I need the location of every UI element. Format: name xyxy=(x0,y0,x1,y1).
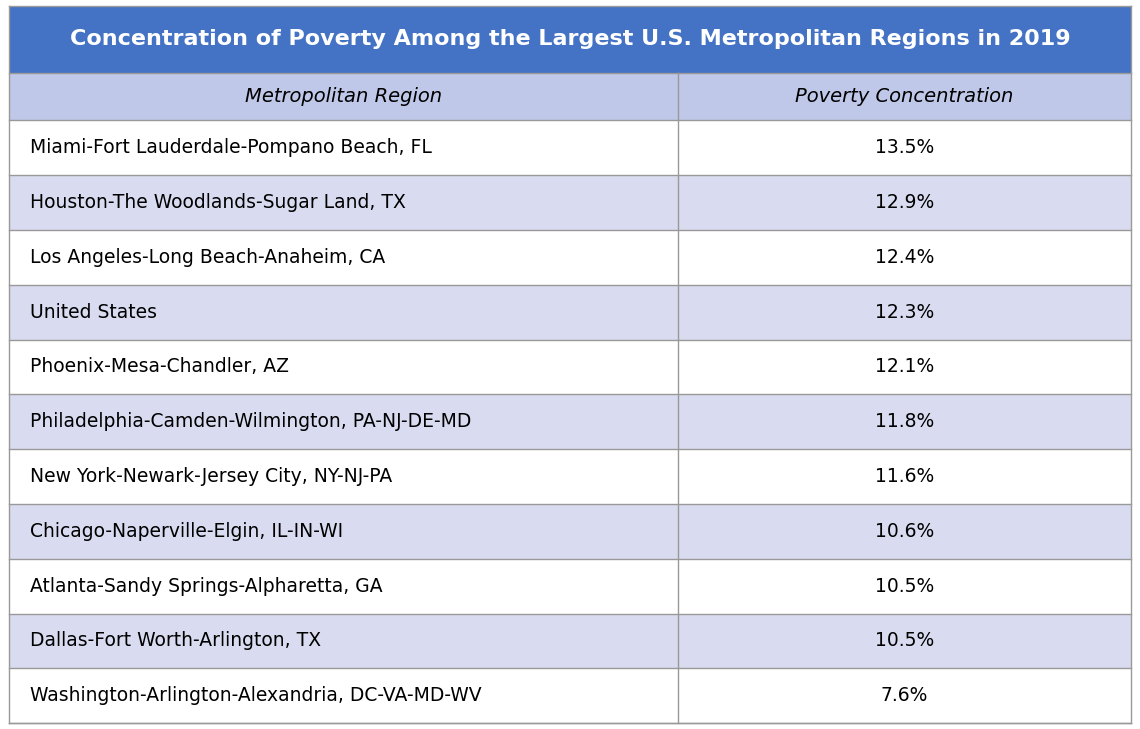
Bar xyxy=(9,668,1131,723)
Text: New York-Newark-Jersey City, NY-NJ-PA: New York-Newark-Jersey City, NY-NJ-PA xyxy=(30,467,392,486)
Bar xyxy=(9,558,1131,614)
Text: Miami-Fort Lauderdale-Pompano Beach, FL: Miami-Fort Lauderdale-Pompano Beach, FL xyxy=(30,139,432,157)
Text: Metropolitan Region: Metropolitan Region xyxy=(245,87,442,106)
Bar xyxy=(9,120,1131,175)
Text: Chicago-Naperville-Elgin, IL-IN-WI: Chicago-Naperville-Elgin, IL-IN-WI xyxy=(30,522,343,541)
Text: Concentration of Poverty Among the Largest U.S. Metropolitan Regions in 2019: Concentration of Poverty Among the Large… xyxy=(70,29,1070,50)
Text: Dallas-Fort Worth-Arlington, TX: Dallas-Fort Worth-Arlington, TX xyxy=(30,631,320,650)
Text: United States: United States xyxy=(30,303,156,321)
Text: 10.5%: 10.5% xyxy=(876,631,934,650)
Text: Philadelphia-Camden-Wilmington, PA-NJ-DE-MD: Philadelphia-Camden-Wilmington, PA-NJ-DE… xyxy=(30,412,471,432)
Bar xyxy=(9,73,1131,120)
Text: 10.5%: 10.5% xyxy=(876,577,934,596)
Text: Poverty Concentration: Poverty Concentration xyxy=(796,87,1013,106)
Text: 11.6%: 11.6% xyxy=(876,467,934,486)
Text: 13.5%: 13.5% xyxy=(876,139,934,157)
Bar xyxy=(9,614,1131,668)
Bar xyxy=(9,504,1131,558)
Text: 10.6%: 10.6% xyxy=(876,522,934,541)
Bar xyxy=(9,175,1131,230)
Text: Washington-Arlington-Alexandria, DC-VA-MD-WV: Washington-Arlington-Alexandria, DC-VA-M… xyxy=(30,686,481,705)
Text: 12.3%: 12.3% xyxy=(876,303,934,321)
Bar xyxy=(9,340,1131,394)
Text: 12.9%: 12.9% xyxy=(876,193,934,212)
Text: Atlanta-Sandy Springs-Alpharetta, GA: Atlanta-Sandy Springs-Alpharetta, GA xyxy=(30,577,382,596)
Text: 12.4%: 12.4% xyxy=(874,248,935,267)
Bar xyxy=(9,285,1131,340)
Bar xyxy=(9,230,1131,285)
Bar xyxy=(9,394,1131,449)
Text: 12.1%: 12.1% xyxy=(876,357,934,376)
Text: Houston-The Woodlands-Sugar Land, TX: Houston-The Woodlands-Sugar Land, TX xyxy=(30,193,406,212)
Bar xyxy=(9,449,1131,504)
Bar xyxy=(9,6,1131,73)
Text: Los Angeles-Long Beach-Anaheim, CA: Los Angeles-Long Beach-Anaheim, CA xyxy=(30,248,385,267)
Text: 7.6%: 7.6% xyxy=(881,686,928,705)
Text: 11.8%: 11.8% xyxy=(876,412,934,432)
Text: Phoenix-Mesa-Chandler, AZ: Phoenix-Mesa-Chandler, AZ xyxy=(30,357,288,376)
